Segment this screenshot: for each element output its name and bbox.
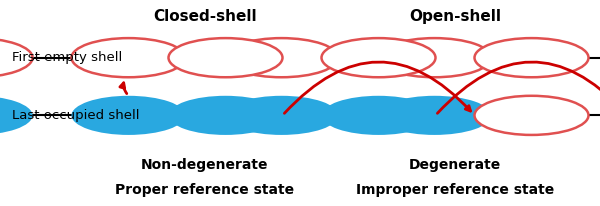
Text: Non-degenerate: Non-degenerate bbox=[141, 158, 269, 172]
FancyArrowPatch shape bbox=[437, 62, 600, 113]
Text: First empty shell: First empty shell bbox=[12, 51, 122, 64]
Circle shape bbox=[475, 38, 589, 77]
Circle shape bbox=[169, 38, 283, 77]
Circle shape bbox=[224, 96, 338, 135]
Circle shape bbox=[0, 96, 32, 135]
Circle shape bbox=[475, 96, 589, 135]
Circle shape bbox=[71, 96, 185, 135]
Circle shape bbox=[0, 38, 32, 77]
Circle shape bbox=[224, 38, 338, 77]
Text: Degenerate: Degenerate bbox=[409, 158, 501, 172]
Circle shape bbox=[322, 38, 436, 77]
Circle shape bbox=[377, 38, 491, 77]
Text: Proper reference state: Proper reference state bbox=[115, 183, 295, 197]
Circle shape bbox=[377, 96, 491, 135]
Text: Improper reference state: Improper reference state bbox=[356, 183, 554, 197]
Circle shape bbox=[71, 38, 185, 77]
Text: Last occupied shell: Last occupied shell bbox=[12, 109, 139, 122]
Circle shape bbox=[169, 96, 283, 135]
FancyArrowPatch shape bbox=[120, 83, 127, 94]
Circle shape bbox=[322, 96, 436, 135]
Text: Open-shell: Open-shell bbox=[409, 9, 501, 24]
FancyArrowPatch shape bbox=[284, 62, 470, 113]
Text: Closed-shell: Closed-shell bbox=[153, 9, 257, 24]
